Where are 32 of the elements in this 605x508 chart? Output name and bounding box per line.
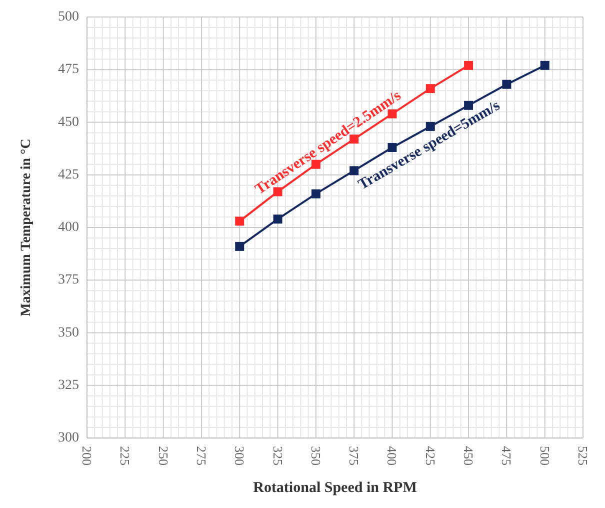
- point: [235, 242, 244, 251]
- x-tick-label: 525: [576, 446, 590, 466]
- x-tick-label: 325: [270, 446, 286, 466]
- x-tick-label: 500: [537, 446, 552, 466]
- y-tick-label: 350: [58, 325, 79, 340]
- x-tick-label: 450: [461, 446, 476, 466]
- x-tick-label: 200: [80, 446, 94, 466]
- y-tick-label: 375: [58, 272, 79, 288]
- point: [540, 60, 550, 70]
- x-tick-label: 475: [499, 446, 514, 466]
- point: [426, 84, 435, 94]
- x-tick-label: 300: [232, 446, 248, 466]
- point: [464, 60, 474, 70]
- point: [273, 214, 282, 224]
- x-tick-label: 250: [156, 446, 171, 466]
- point: [502, 80, 512, 89]
- y-tick-label: 500: [58, 10, 79, 24]
- y-axis-title: Maximum Temperature in °C: [19, 138, 34, 316]
- x-tick-label: 425: [422, 446, 438, 466]
- x-axis-title: Rotational Speed in RPM: [253, 480, 417, 496]
- y-tick-label: 400: [58, 220, 79, 235]
- x-tick-label: 400: [384, 446, 400, 466]
- x-tick-label: 375: [346, 446, 362, 466]
- y-tick-label: 475: [58, 62, 79, 78]
- x-tick-label: 350: [308, 446, 324, 466]
- y-tick-label: 450: [58, 114, 79, 130]
- point: [235, 216, 244, 226]
- y-tick-label: 325: [58, 378, 79, 393]
- x-tick-label: 275: [194, 446, 209, 466]
- y-tick-label: 300: [58, 430, 79, 446]
- y-tick-label: 425: [58, 167, 79, 182]
- x-tick-label: 225: [118, 446, 133, 466]
